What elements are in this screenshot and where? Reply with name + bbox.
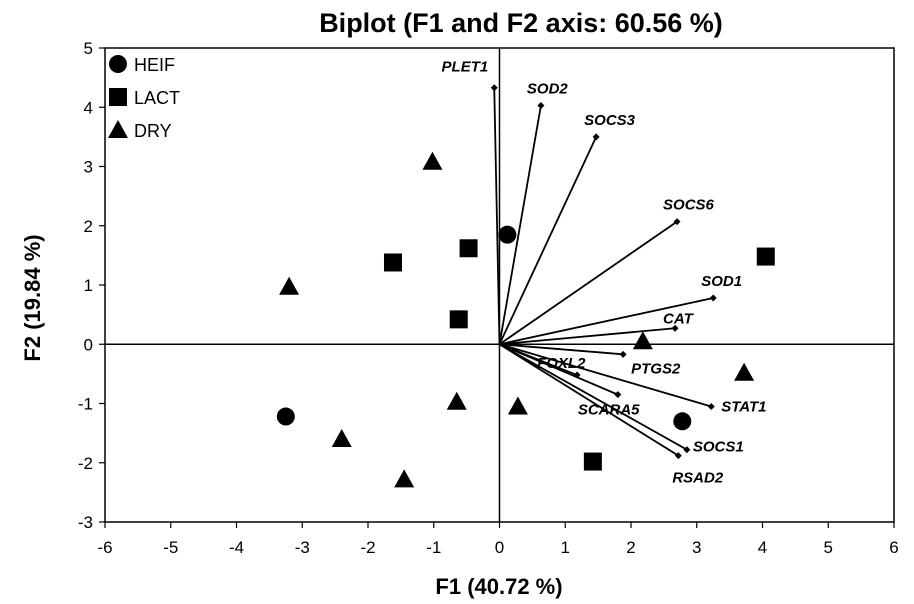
dry-point: [507, 396, 528, 415]
vector-label-scara5: SCARA5: [578, 402, 640, 419]
vector-label-sod1: SOD1: [701, 273, 742, 290]
dry-point: [422, 151, 443, 170]
lact-point: [756, 247, 775, 266]
dry-point: [632, 331, 653, 350]
vector-tip-cat: [671, 324, 679, 332]
legend-marker-heif: [109, 55, 127, 73]
vector-tip-ptgs2: [619, 350, 627, 358]
y-axis-label: F2 (19.84 %): [20, 234, 45, 361]
y-tick-label: 4: [84, 98, 93, 117]
x-tick-label: 5: [824, 538, 833, 557]
vector-line-scara5: [499, 343, 619, 396]
vector-line-plet1: [493, 87, 501, 345]
legend-label-dry: DRY: [134, 121, 172, 141]
chart-title: Biplot (F1 and F2 axis: 60.56 %): [319, 8, 723, 38]
vector-line-stat1: [499, 343, 712, 408]
vector-line-ptgs2: [499, 343, 624, 356]
legend-marker-dry: [108, 120, 128, 138]
vector-label-sod2: SOD2: [527, 80, 569, 97]
vector-tip-sod2: [537, 101, 545, 109]
y-tick-label: -3: [78, 513, 93, 532]
y-tick-label: 5: [84, 39, 93, 58]
x-tick-label: -4: [229, 538, 244, 557]
legend-marker-lact: [109, 88, 127, 106]
x-tick-label: -3: [295, 538, 310, 557]
vector-line-socs6: [498, 220, 678, 345]
x-tick-label: 6: [889, 538, 898, 557]
vector-label-plet1: PLET1: [442, 59, 489, 76]
vector-tip-rsad2: [674, 452, 682, 460]
lact-point: [459, 239, 478, 258]
y-axis-ticks: -3 -2 -1 0 1 2 3 4 5: [78, 39, 105, 532]
vector-tip-stat1: [707, 402, 715, 410]
vector-tip-socs3: [592, 133, 600, 141]
x-tick-label: 2: [626, 538, 635, 557]
vector-line-sod1: [499, 297, 714, 346]
x-tick-label: 4: [758, 538, 767, 557]
observation-points: [276, 151, 775, 488]
y-tick-label: 1: [84, 276, 93, 295]
vector-line-socs3: [498, 136, 597, 345]
vector-label-rsad2: RSAD2: [672, 470, 724, 487]
y-tick-label: 3: [84, 158, 93, 177]
legend: HEIF LACT DRY: [108, 55, 180, 141]
heif-point: [673, 412, 692, 431]
vector-label-socs1: SOCS1: [693, 439, 744, 456]
dry-point: [446, 391, 467, 410]
dry-point: [394, 469, 415, 488]
x-tick-label: 0: [495, 538, 504, 557]
vector-tip-scara5: [614, 391, 622, 399]
dry-point: [279, 276, 300, 295]
x-tick-label: -1: [426, 538, 441, 557]
x-axis-ticks: -6 -5 -4 -3 -2 -1 0 1 2 3 4 5 6: [97, 522, 899, 557]
dry-point: [331, 429, 352, 448]
vector-line-sod2: [498, 105, 542, 345]
vector-tip-socs6: [673, 218, 681, 226]
dry-point: [734, 362, 755, 381]
x-tick-label: 1: [561, 538, 570, 557]
lact-point: [383, 253, 402, 272]
x-axis-label: F1 (40.72 %): [435, 574, 562, 599]
x-tick-label: 3: [692, 538, 701, 557]
vector-tip-socs1: [683, 446, 691, 454]
x-tick-label: -5: [163, 538, 178, 557]
variable-vectors: PLET1SOD2SOCS3SOCS6SOD1CATPTGS2FOXL2SCAR…: [442, 59, 767, 487]
vector-tip-sod1: [709, 294, 717, 302]
x-tick-label: -2: [360, 538, 375, 557]
legend-label-heif: HEIF: [134, 55, 175, 75]
zero-axis-lines: [105, 48, 894, 522]
y-tick-label: -2: [78, 454, 93, 473]
vector-label-socs3: SOCS3: [584, 112, 636, 129]
legend-label-lact: LACT: [134, 88, 180, 108]
vector-line-socs1: [499, 343, 688, 451]
vector-label-cat: CAT: [663, 310, 695, 327]
y-tick-label: 2: [84, 217, 93, 236]
vector-label-socs6: SOCS6: [663, 197, 715, 214]
y-tick-label: -1: [78, 395, 93, 414]
heif-point: [276, 407, 295, 426]
lact-point: [449, 310, 468, 329]
lact-point: [583, 452, 602, 471]
vector-tip-plet1: [490, 84, 498, 92]
vector-label-stat1: STAT1: [721, 398, 766, 415]
vector-line-rsad2: [499, 343, 679, 457]
x-tick-label: -6: [97, 538, 112, 557]
y-tick-label: 0: [84, 335, 93, 354]
vector-label-ptgs2: PTGS2: [631, 360, 681, 377]
heif-point: [498, 225, 517, 244]
vector-line-cat: [499, 327, 676, 346]
